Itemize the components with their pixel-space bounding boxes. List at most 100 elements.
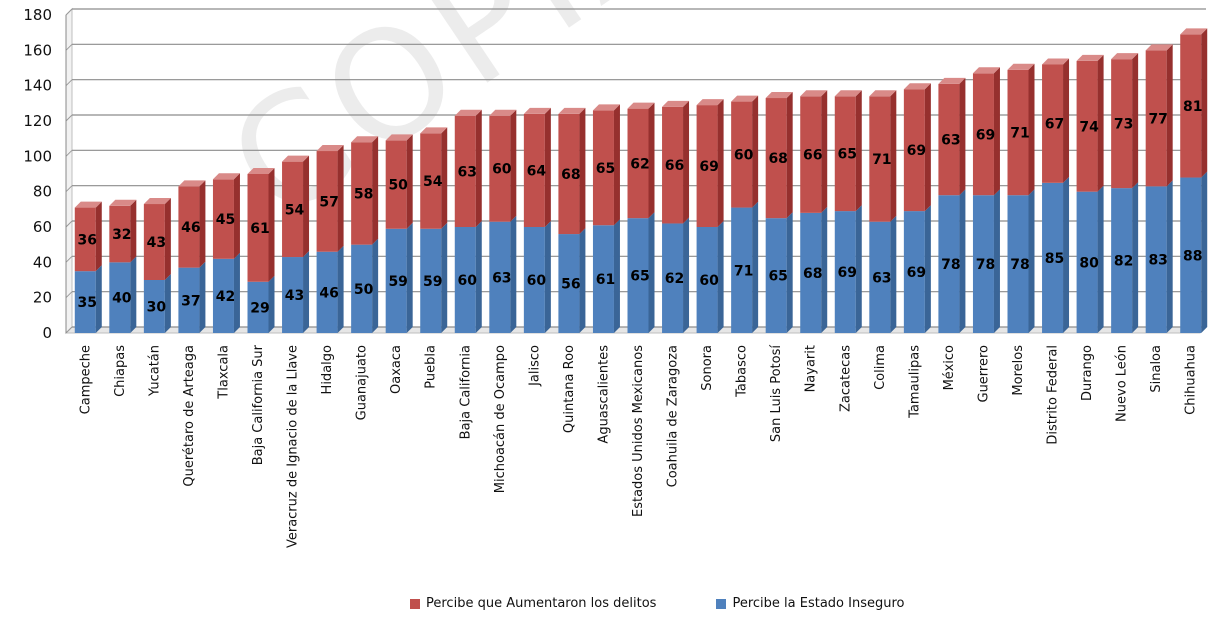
bar-increase-side [890, 90, 897, 222]
y-tick-label: 0 [42, 324, 52, 342]
category-label: Oaxaca [389, 345, 404, 394]
bar-insecure-side [579, 228, 586, 333]
bar-top [834, 90, 862, 97]
bar-insecure-side [130, 256, 137, 333]
bar-insecure [972, 195, 994, 333]
gridline-depth [65, 114, 73, 122]
bar-increase-side [164, 198, 171, 280]
category-label: Puebla [424, 345, 439, 389]
bar-insecure [731, 207, 753, 333]
bar-top [351, 136, 379, 143]
bar-insecure [74, 271, 96, 333]
bar-increase [1076, 60, 1098, 192]
bar-increase [592, 110, 614, 226]
category-label: Tamaulipas [907, 345, 922, 419]
bar-top [247, 168, 275, 174]
data-label-increase: 64 [527, 163, 547, 179]
category-label: Baja California Sur [251, 344, 266, 465]
bar-increase-side [752, 95, 759, 208]
data-label-increase: 57 [319, 194, 338, 210]
data-label-insecure: 60 [458, 273, 478, 289]
data-label-insecure: 68 [803, 266, 822, 282]
category-label: Chihuahua [1184, 345, 1199, 415]
bar-increase-side [337, 145, 344, 252]
bar-insecure-side [752, 201, 759, 333]
bar-increase [74, 207, 96, 272]
bar-increase-side [959, 77, 966, 196]
bar-top [143, 198, 171, 205]
data-label-increase: 36 [78, 232, 97, 248]
bar-top [696, 99, 724, 106]
data-label-increase: 74 [1079, 119, 1099, 135]
gridline-depth [65, 326, 73, 334]
data-label-insecure: 88 [1183, 248, 1202, 264]
bar-top [385, 134, 413, 141]
data-label-insecure: 62 [665, 271, 684, 287]
gridline-depth [65, 8, 73, 16]
bar-insecure-side [1201, 171, 1208, 333]
bar-insecure-side [510, 215, 517, 333]
bar-insecure-side [1028, 189, 1035, 333]
bar-top [1180, 28, 1208, 35]
bar-top [1145, 44, 1173, 51]
data-label-increase: 60 [492, 162, 512, 178]
category-label: Veracruz de Ignacio de la Llave [286, 345, 301, 548]
bar-insecure-side [199, 261, 206, 333]
bar-insecure [489, 221, 511, 333]
data-label-insecure: 65 [630, 269, 649, 285]
bar-top [420, 127, 448, 134]
bar-increase [143, 204, 165, 280]
data-label-increase: 69 [976, 127, 995, 143]
bar-increase [800, 96, 822, 213]
bar-insecure [178, 267, 200, 333]
data-label-increase: 69 [907, 143, 926, 159]
bar-insecure [1145, 186, 1167, 333]
category-label: Nuevo León [1115, 345, 1130, 422]
bar-insecure [247, 281, 269, 333]
bar-increase [627, 108, 649, 219]
bar-insecure [592, 225, 614, 333]
bar-increase-side [1201, 28, 1208, 178]
bar-increase-side [441, 127, 448, 229]
data-label-insecure: 37 [181, 293, 200, 309]
y-tick-label: 40 [33, 253, 52, 271]
bar-top [489, 109, 517, 116]
data-label-insecure: 60 [527, 273, 547, 289]
category-label: Guerrero [976, 345, 991, 403]
gridline-depth [65, 291, 73, 299]
data-label-insecure: 85 [1045, 251, 1064, 267]
category-label: Sinaloa [1149, 345, 1164, 393]
data-label-increase: 61 [250, 221, 269, 237]
data-label-increase: 67 [1045, 117, 1064, 133]
bar-insecure [696, 227, 718, 333]
bar-insecure-side [406, 222, 413, 333]
bar-increase-side [717, 99, 724, 227]
bar-insecure [869, 221, 891, 333]
bar-increase [834, 96, 856, 212]
bar-increase [454, 115, 476, 227]
bar-top [1042, 58, 1070, 65]
bar-increase-side [406, 134, 413, 229]
bar-insecure-side [372, 238, 379, 333]
data-label-insecure: 42 [216, 289, 235, 305]
data-label-increase: 60 [734, 148, 754, 164]
category-label: Yucatán [147, 345, 162, 397]
bar-insecure-side [164, 274, 171, 333]
category-label: Tlaxcala [216, 345, 231, 400]
bar-top [1007, 63, 1035, 70]
data-label-insecure: 69 [838, 265, 857, 281]
bar-increase-side [303, 155, 310, 258]
bar-increase [489, 115, 511, 222]
data-label-increase: 71 [1010, 125, 1029, 141]
side-wall [65, 7, 73, 335]
bar-increase [1111, 59, 1133, 189]
bar-increase-side [1166, 44, 1173, 187]
bar-increase-side [579, 107, 586, 235]
bar-increase [903, 89, 925, 212]
bar-increase [109, 205, 131, 263]
data-label-increase: 68 [561, 167, 580, 183]
bar-insecure-side [475, 221, 482, 333]
bar-increase-side [233, 173, 240, 259]
bar-top [74, 201, 102, 208]
bar-increase-side [199, 180, 206, 268]
